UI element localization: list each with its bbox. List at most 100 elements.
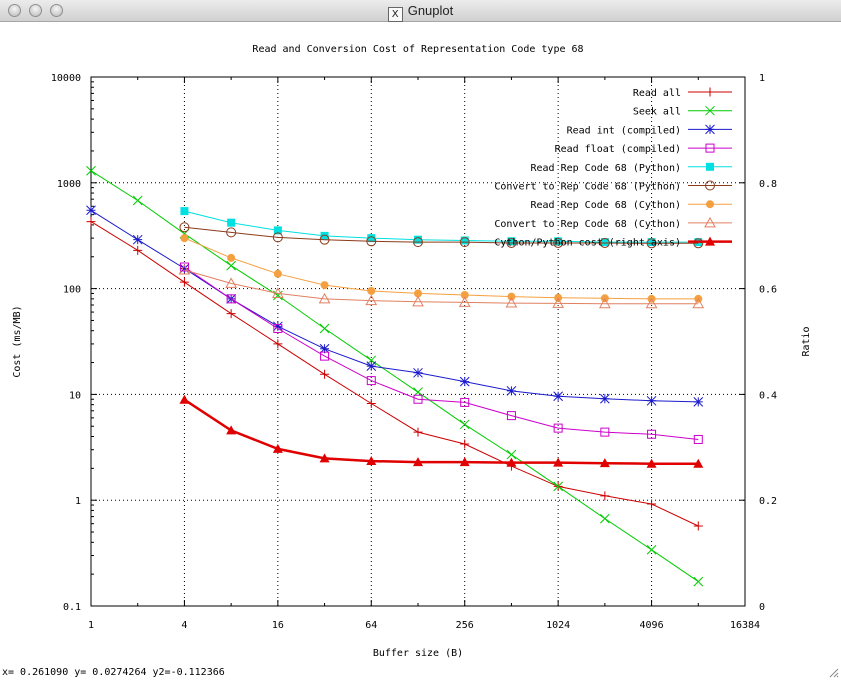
data-point <box>553 237 564 248</box>
data-point <box>458 296 471 307</box>
legend-entry: Read int (compiled) <box>567 124 732 136</box>
window-titlebar: X Gnuplot <box>0 0 841 22</box>
series-line <box>90 209 699 403</box>
minimize-window-button[interactable] <box>29 4 42 17</box>
data-point <box>507 292 516 301</box>
y-tick-label: 1 <box>75 496 81 507</box>
data-point <box>553 391 563 402</box>
data-point <box>600 393 610 404</box>
data-point <box>320 231 329 240</box>
y-tick-label: 10 <box>69 390 81 401</box>
y-axis-label: Cost (ms/MB) <box>12 305 23 377</box>
legend-label: Read Rep Code 68 (Python) <box>530 163 681 174</box>
legend-label: Convert to Rep Code 68 (Cython) <box>494 219 681 230</box>
zoom-window-button[interactable] <box>50 4 63 17</box>
data-point <box>318 292 331 304</box>
data-point <box>180 234 189 243</box>
x-tick-label: 4 <box>181 620 187 631</box>
data-point <box>600 513 610 524</box>
x-tick-label: 16 <box>272 620 284 631</box>
legend-entry: Seek all <box>633 105 732 118</box>
x-tick-label: 64 <box>365 620 377 631</box>
data-point <box>505 297 518 308</box>
series-8 <box>179 394 704 468</box>
legend-marker <box>705 143 715 153</box>
data-point <box>600 491 610 501</box>
data-point <box>599 458 610 468</box>
data-point <box>413 367 423 378</box>
data-point <box>646 544 657 555</box>
data-point <box>693 458 704 468</box>
series-line <box>183 398 699 465</box>
data-point <box>413 237 423 248</box>
series-0 <box>86 217 703 531</box>
data-point <box>178 263 191 275</box>
data-point <box>600 427 610 437</box>
close-window-button[interactable] <box>8 4 21 17</box>
data-point <box>226 260 236 271</box>
data-point <box>413 394 423 404</box>
data-point <box>366 236 377 247</box>
data-point <box>647 429 657 439</box>
resize-grip-icon[interactable] <box>827 666 839 678</box>
legend-marker <box>706 200 714 209</box>
data-point <box>320 281 329 290</box>
data-point <box>179 263 190 274</box>
plot-frame <box>90 76 746 607</box>
data-point <box>506 449 517 460</box>
grid <box>91 77 745 606</box>
data-point <box>553 457 564 467</box>
legend-entry: Read float (compiled) <box>555 143 732 155</box>
y2-tick-label: 1 <box>759 73 765 84</box>
data-point <box>647 499 657 509</box>
data-point <box>460 439 470 449</box>
data-point <box>646 458 657 468</box>
x-tick-label: 16384 <box>730 620 760 631</box>
data-point <box>554 237 563 246</box>
window-title-text: Gnuplot <box>407 3 454 18</box>
y2-tick-label: 0.8 <box>759 179 777 190</box>
data-point <box>414 235 422 244</box>
y2-axis-label: Ratio <box>801 326 812 356</box>
data-point <box>599 237 610 248</box>
data-point <box>272 443 283 453</box>
legend-label: Read int (compiled) <box>567 125 681 136</box>
series-line <box>184 237 699 300</box>
plot-canvas[interactable]: 1 4 16 64 256 1024 4096 163840.1110100100010000… <box>0 22 841 666</box>
data-point <box>647 238 656 247</box>
data-point <box>227 218 236 227</box>
x-tick-label: 4096 <box>640 620 664 631</box>
chart-title: Read and Conversion Cost of Representati… <box>252 44 583 55</box>
status-readout: x= 0.261090 y= 0.0274264 y2=-0.112366 <box>2 667 225 678</box>
legend-entry: Convert to Rep Code 68 (Python) <box>494 180 732 193</box>
x-axis-label: Buffer size (B) <box>373 648 463 659</box>
data-point <box>226 227 237 238</box>
data-point <box>646 395 657 406</box>
data-point <box>179 277 189 287</box>
data-point <box>319 453 330 463</box>
data-point <box>552 297 564 308</box>
data-point <box>132 234 143 245</box>
series-line <box>184 210 699 243</box>
y2-tick-label: 0.4 <box>759 390 777 401</box>
data-point <box>367 234 376 243</box>
series-line <box>184 269 699 305</box>
y-tick-label: 100 <box>63 285 81 296</box>
y-tick-label: 1000 <box>57 179 81 190</box>
series-line <box>90 221 699 527</box>
data-point <box>693 521 703 531</box>
y2-tick-label: 0.2 <box>759 496 777 507</box>
data-point <box>693 397 704 407</box>
legend-label: Convert to Rep Code 68 (Python) <box>494 182 681 193</box>
data-point <box>179 222 190 233</box>
series-4 <box>180 207 703 247</box>
series-7 <box>178 263 705 309</box>
data-point <box>367 286 376 295</box>
data-point <box>319 234 330 245</box>
legend-marker <box>704 216 716 228</box>
data-point <box>646 238 657 249</box>
data-point <box>86 165 96 176</box>
legend-label: Seek all <box>633 107 681 118</box>
data-point <box>599 297 611 309</box>
data-point <box>225 277 237 288</box>
